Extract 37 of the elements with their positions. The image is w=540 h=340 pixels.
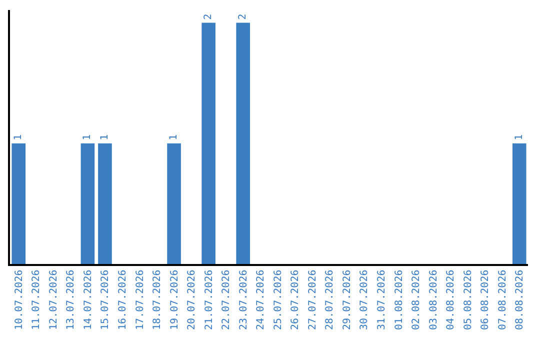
data-label: 1 <box>82 134 94 140</box>
x-tick-label: 15.07.2026 <box>100 270 112 330</box>
data-label: 2 <box>238 14 249 20</box>
x-tick-label: 04.08.2026 <box>446 270 457 330</box>
x-tick-label: 31.07.2026 <box>376 270 388 330</box>
x-tick-label: 07.08.2026 <box>497 270 508 330</box>
data-label: 1 <box>13 134 24 140</box>
x-tick-label: 18.07.2026 <box>152 270 164 330</box>
x-tick-label: 17.07.2026 <box>134 270 146 330</box>
x-tick-label: 28.07.2026 <box>324 270 336 330</box>
x-tick-label: 29.07.2026 <box>342 270 353 330</box>
x-tick-label: 08.08.2026 <box>514 270 526 330</box>
x-tick-label: 27.07.2026 <box>307 270 318 330</box>
x-tick-label: 10.07.2026 <box>14 270 25 330</box>
x-tick-label: 25.07.2026 <box>272 270 284 330</box>
data-label: 2 <box>203 14 214 20</box>
x-tick-label: 16.07.2026 <box>117 270 128 330</box>
x-tick-label: 11.07.2026 <box>31 270 42 330</box>
x-tick-label: 26.07.2026 <box>290 270 302 330</box>
x-tick-label: 02.08.2026 <box>411 270 422 330</box>
x-tick-label: 19.07.2026 <box>169 270 180 330</box>
x-tick-label: 05.08.2026 <box>462 270 474 330</box>
x-tick-label: 01.08.2026 <box>394 270 405 330</box>
x-tick-label: 20.07.2026 <box>186 270 198 330</box>
x-tick-label: 23.07.2026 <box>238 270 250 330</box>
x-tick-label: 22.07.2026 <box>221 270 232 330</box>
x-tick-label: 03.08.2026 <box>428 270 440 330</box>
data-label: 1 <box>168 134 180 140</box>
data-label: 1 <box>514 134 525 140</box>
data-label: 1 <box>99 134 110 140</box>
x-tick-label: 14.07.2026 <box>82 270 94 330</box>
x-tick-label: 13.07.2026 <box>66 270 77 330</box>
x-tick-label: 06.08.2026 <box>480 270 492 330</box>
x-tick-label: 21.07.2026 <box>204 270 215 330</box>
x-tick-label: 30.07.2026 <box>359 270 370 330</box>
x-tick-label: 12.07.2026 <box>48 270 60 330</box>
x-tick-label: 24.07.2026 <box>256 270 267 330</box>
